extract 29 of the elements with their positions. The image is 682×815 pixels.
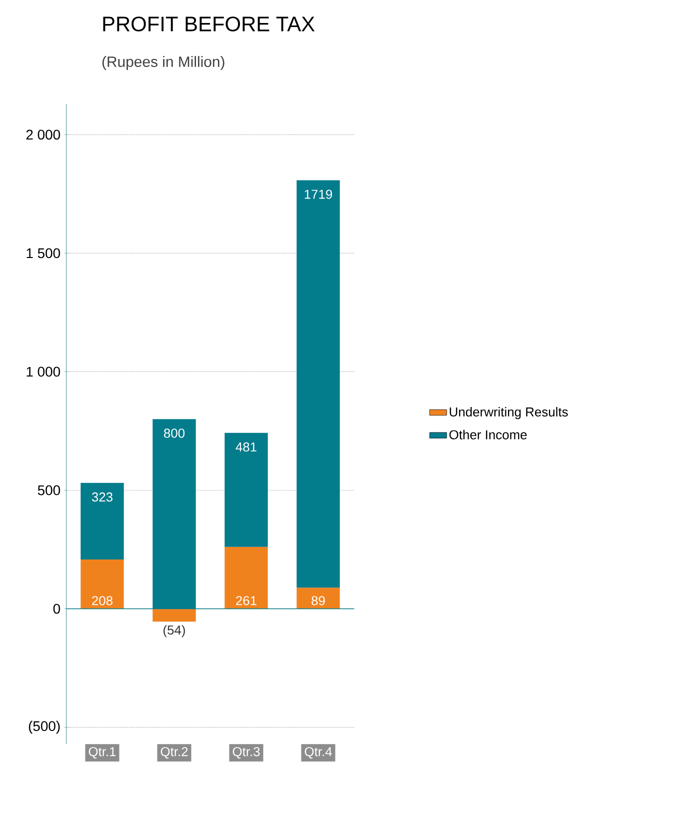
legend-label: Underwriting Results xyxy=(450,407,568,420)
x-tick-label: Qtr.4 xyxy=(304,747,332,759)
bar xyxy=(296,180,340,588)
y-tick-label: 0 xyxy=(53,604,60,614)
data-label: 800 xyxy=(164,428,185,438)
bar xyxy=(80,559,124,609)
data-label: 323 xyxy=(92,492,112,502)
y-tick-label: 2 000 xyxy=(26,130,60,140)
data-label: 208 xyxy=(92,596,112,606)
bar xyxy=(224,432,268,547)
bar xyxy=(296,588,340,609)
bar xyxy=(224,546,268,609)
x-tick-label: Qtr.1 xyxy=(88,747,116,759)
y-tick-label: 1 500 xyxy=(26,248,60,258)
data-label: 89 xyxy=(312,596,325,606)
x-tick-label: Qtr.2 xyxy=(160,747,188,759)
data-label: 481 xyxy=(236,442,256,452)
y-tick-label: (500) xyxy=(28,720,60,734)
bar xyxy=(152,608,196,622)
x-tick-label: Qtr.3 xyxy=(232,747,260,759)
chart-subtitle: (Rupees in Million) xyxy=(102,56,224,70)
legend-label: Other Income xyxy=(449,430,527,440)
data-label: (54) xyxy=(164,625,185,638)
chart-title: PROFIT BEFORE TAX xyxy=(103,16,315,32)
y-tick-label: 500 xyxy=(38,485,60,496)
data-label: 261 xyxy=(236,596,256,606)
y-tick-label: 1 000 xyxy=(26,366,60,377)
bar xyxy=(80,482,124,560)
data-label: 1719 xyxy=(304,190,332,199)
